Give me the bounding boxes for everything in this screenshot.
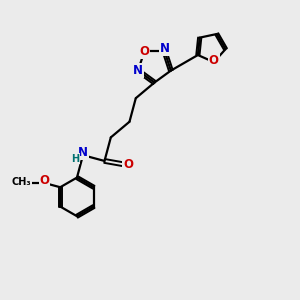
Text: O: O [139, 45, 149, 58]
Text: O: O [209, 54, 219, 67]
Text: O: O [39, 174, 50, 188]
Text: O: O [123, 158, 133, 171]
Text: N: N [160, 43, 170, 56]
Text: N: N [78, 146, 88, 159]
Text: CH₃: CH₃ [11, 177, 31, 188]
Text: N: N [133, 64, 143, 77]
Text: H: H [71, 154, 80, 164]
